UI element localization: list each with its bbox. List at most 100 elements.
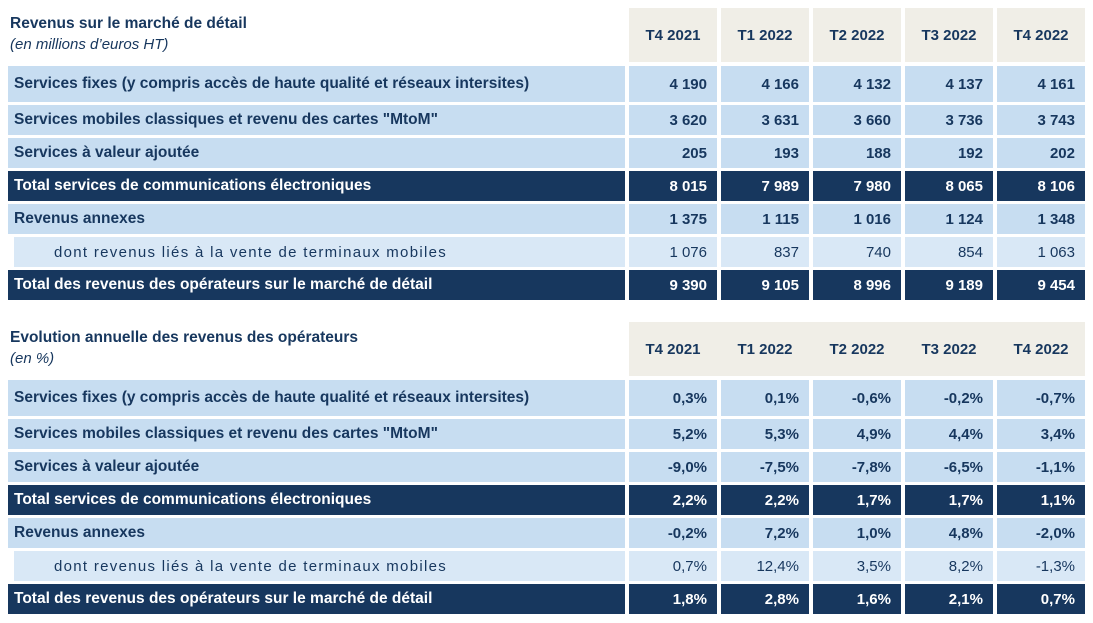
value-cell: -0,6%: [813, 380, 901, 416]
value-cell: 1 375: [629, 204, 717, 234]
value-cell: 7,2%: [721, 518, 809, 548]
evolution-table-header: Evolution annuelle des revenus des opéra…: [8, 322, 1093, 376]
table-block: Evolution annuelle des revenus des opéra…: [8, 322, 1093, 614]
value-cell: 740: [813, 237, 901, 267]
row-label: Revenus annexes: [8, 204, 625, 234]
value-cell: 2,2%: [721, 485, 809, 515]
row-label: Total des revenus des opérateurs sur le …: [8, 584, 625, 614]
value-cell: 1,7%: [905, 485, 993, 515]
value-cell: -9,0%: [629, 452, 717, 482]
value-cell: 0,1%: [721, 380, 809, 416]
value-cell: 1 076: [629, 237, 717, 267]
value-cell: -0,2%: [905, 380, 993, 416]
table-row: Revenus annexes 1 375 1 115 1 016 1 124 1 348: [8, 204, 1093, 234]
value-cell: 3 620: [629, 105, 717, 135]
value-cell: 3,4%: [997, 419, 1085, 449]
value-cell: 1,7%: [813, 485, 901, 515]
value-cell: 0,3%: [629, 380, 717, 416]
value-cell: 1,8%: [629, 584, 717, 614]
value-cell: 9 105: [721, 270, 809, 300]
row-label: dont revenus liés à la vente de terminau…: [14, 551, 625, 581]
evolution-table-rows: Services fixes (y compris accès de haute…: [8, 380, 1093, 614]
table-row: dont revenus liés à la vente de terminau…: [8, 237, 1093, 267]
column-header: T2 2022: [813, 8, 901, 62]
value-cell: 854: [905, 237, 993, 267]
value-cell: 202: [997, 138, 1085, 168]
row-label: Total services de communications électro…: [8, 171, 625, 201]
column-header: T1 2022: [737, 340, 793, 358]
value-cell: 2,2%: [629, 485, 717, 515]
value-cell: 8 015: [629, 171, 717, 201]
value-cell: 8 106: [997, 171, 1085, 201]
table-block: Revenus sur le marché de détail (en mill…: [8, 8, 1093, 300]
table-row: Total services de communications électro…: [8, 485, 1093, 515]
value-cell: -1,3%: [997, 551, 1085, 581]
value-cell: 4 161: [997, 66, 1085, 102]
row-label: Services mobiles classiques et revenu de…: [8, 105, 625, 135]
value-cell: 5,2%: [629, 419, 717, 449]
table-row: Services fixes (y compris accès de haute…: [8, 66, 1093, 102]
value-cell: 1,6%: [813, 584, 901, 614]
table-title: Revenus sur le marché de détail: [10, 15, 247, 33]
value-cell: 0,7%: [629, 551, 717, 581]
value-cell: 8 996: [813, 270, 901, 300]
value-cell: 3 660: [813, 105, 901, 135]
value-cell: 4,4%: [905, 419, 993, 449]
table-row: Total des revenus des opérateurs sur le …: [8, 584, 1093, 614]
value-cell: 1 348: [997, 204, 1085, 234]
value-cell: 0,7%: [997, 584, 1085, 614]
value-cell: -1,1%: [997, 452, 1085, 482]
value-cell: 1 115: [721, 204, 809, 234]
table-row: Total services de communications électro…: [8, 171, 1093, 201]
value-cell: 4 166: [721, 66, 809, 102]
revenue-table-header: Revenus sur le marché de détail (en mill…: [8, 8, 1093, 62]
value-cell: 1 124: [905, 204, 993, 234]
row-label: dont revenus liés à la vente de terminau…: [14, 237, 625, 267]
column-header: T4 2021: [645, 340, 701, 358]
row-label: Total services de communications électro…: [8, 485, 625, 515]
value-cell: 4 132: [813, 66, 901, 102]
table-title: Evolution annuelle des revenus des opéra…: [10, 329, 358, 347]
value-cell: 1 016: [813, 204, 901, 234]
value-cell: 4,9%: [813, 419, 901, 449]
value-cell: 1,0%: [813, 518, 901, 548]
value-cell: 2,8%: [721, 584, 809, 614]
value-cell: 7 980: [813, 171, 901, 201]
value-cell: 8,2%: [905, 551, 993, 581]
row-label: Services fixes (y compris accès de haute…: [8, 380, 625, 416]
value-cell: 3,5%: [813, 551, 901, 581]
value-cell: 3 736: [905, 105, 993, 135]
value-cell: 9 390: [629, 270, 717, 300]
table-row: dont revenus liés à la vente de terminau…: [8, 551, 1093, 581]
value-cell: 9 454: [997, 270, 1085, 300]
value-cell: 192: [905, 138, 993, 168]
row-label: Revenus annexes: [8, 518, 625, 548]
column-header: T3 2022: [905, 8, 993, 62]
value-cell: -2,0%: [997, 518, 1085, 548]
value-cell: -0,7%: [997, 380, 1085, 416]
value-cell: 7 989: [721, 171, 809, 201]
column-header: T4 2021: [629, 8, 717, 62]
row-label: Services fixes (y compris accès de haute…: [8, 66, 625, 102]
revenue-table-rows: Services fixes (y compris accès de haute…: [8, 66, 1093, 300]
value-cell: 4 137: [905, 66, 993, 102]
column-header: T1 2022: [721, 8, 809, 62]
value-cell: 4,8%: [905, 518, 993, 548]
column-header: T4 2022: [997, 8, 1085, 62]
value-cell: 205: [629, 138, 717, 168]
value-cell: -7,8%: [813, 452, 901, 482]
value-cell: 5,3%: [721, 419, 809, 449]
value-cell: 837: [721, 237, 809, 267]
value-cell: -0,2%: [629, 518, 717, 548]
value-cell: 12,4%: [721, 551, 809, 581]
row-label: Total des revenus des opérateurs sur le …: [8, 270, 625, 300]
value-cell: -6,5%: [905, 452, 993, 482]
value-cell: 193: [721, 138, 809, 168]
value-cell: 8 065: [905, 171, 993, 201]
row-label: Services à valeur ajoutée: [8, 452, 625, 482]
column-header-band: [629, 322, 1085, 376]
column-header: T2 2022: [829, 340, 885, 358]
value-cell: 4 190: [629, 66, 717, 102]
table-subtitle: (en %): [10, 350, 55, 368]
